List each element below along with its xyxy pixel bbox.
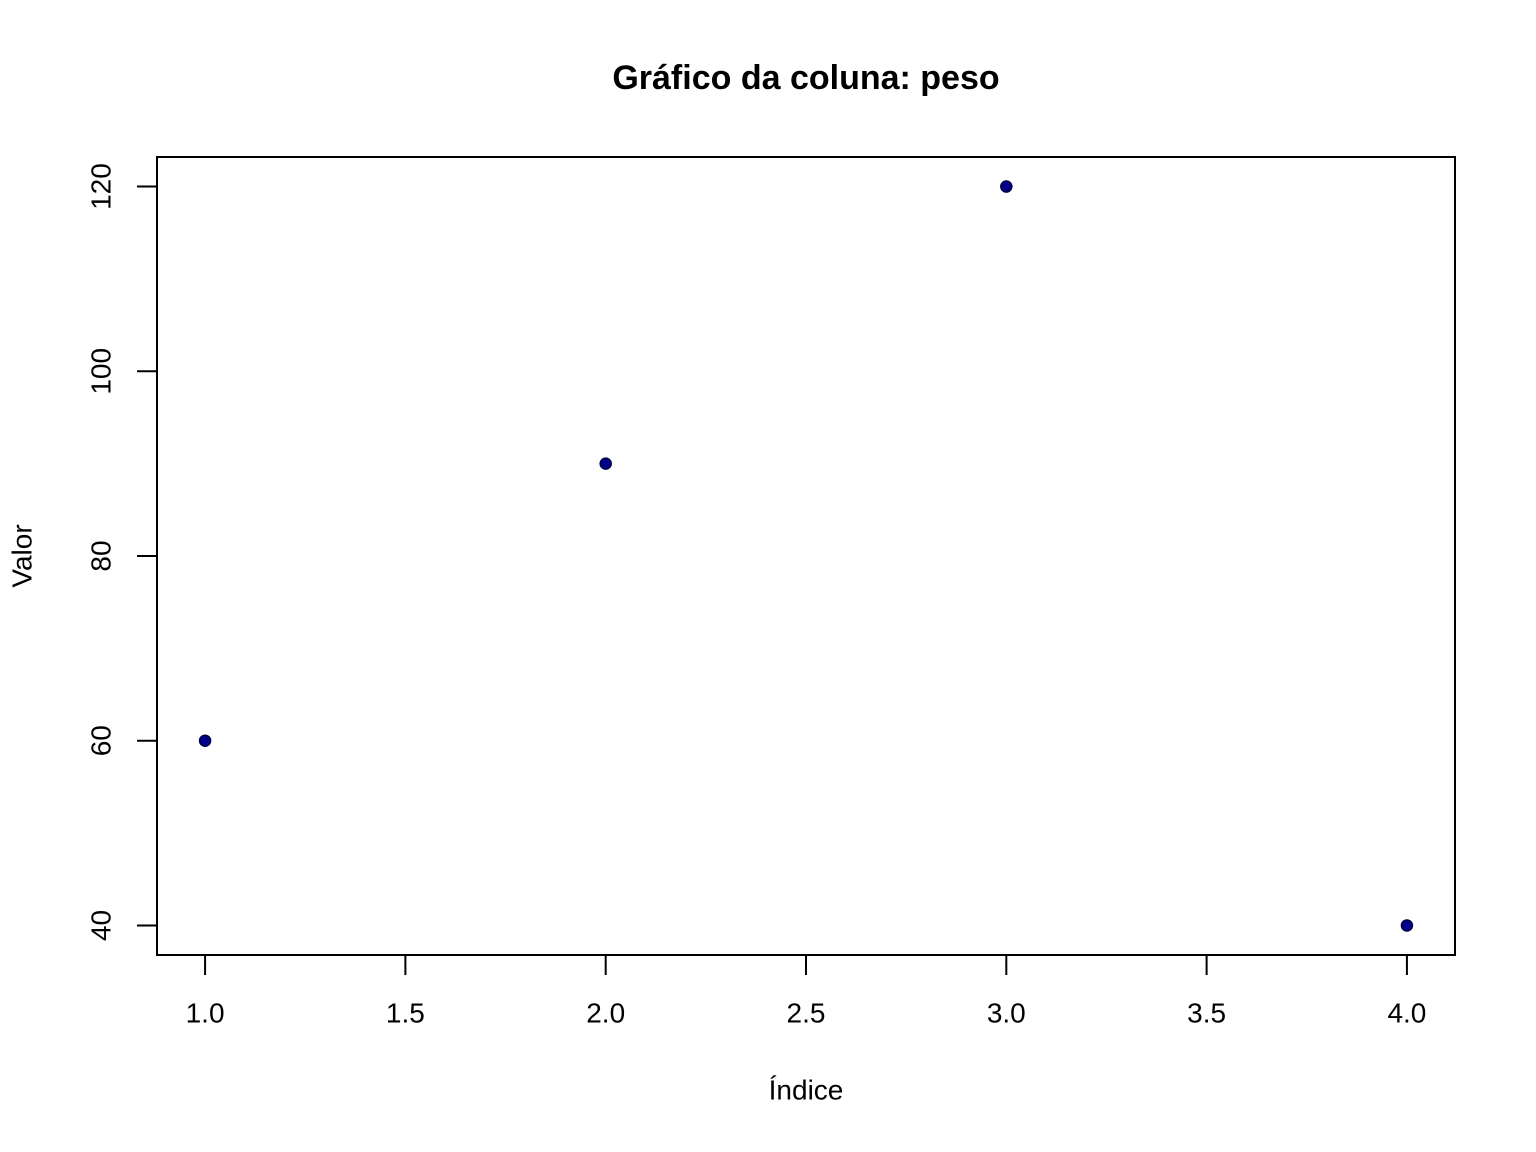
x-tick-label: 1.0 bbox=[186, 997, 225, 1028]
point bbox=[599, 457, 612, 470]
x-tick-label: 3.0 bbox=[987, 997, 1026, 1028]
y-tick-label: 60 bbox=[85, 725, 116, 756]
x-tick-label: 3.5 bbox=[1187, 997, 1226, 1028]
x-tick-label: 1.5 bbox=[386, 997, 425, 1028]
y-axis-label: Valor bbox=[6, 524, 37, 587]
y-tick-label: 40 bbox=[85, 910, 116, 941]
point bbox=[1000, 180, 1013, 193]
chart-title: Gráfico da coluna: peso bbox=[612, 59, 999, 97]
x-tick-label: 2.0 bbox=[586, 997, 625, 1028]
point bbox=[198, 734, 212, 747]
x-tick-label: 2.5 bbox=[787, 997, 826, 1028]
y-tick-label: 120 bbox=[85, 163, 116, 210]
x-axis-label: Índice bbox=[769, 1074, 844, 1105]
y-tick-label: 80 bbox=[85, 540, 116, 571]
point bbox=[1400, 919, 1414, 932]
x-tick-label: 4.0 bbox=[1387, 997, 1426, 1028]
y-tick-label: 100 bbox=[85, 348, 116, 395]
